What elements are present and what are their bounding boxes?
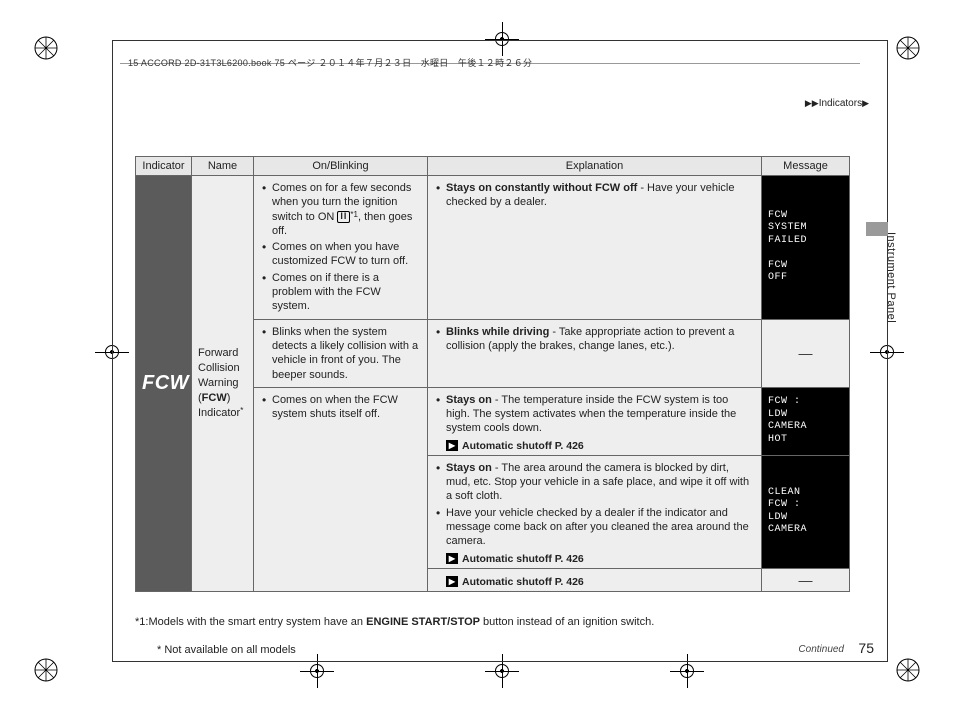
explanation-cell: Blinks while driving - Take appropriate … — [428, 319, 762, 387]
message-display-cell: — — [762, 319, 850, 387]
page-number: 75 — [858, 640, 874, 656]
continued-label: Continued — [798, 644, 844, 655]
registration-mark — [34, 36, 58, 60]
explanation-cell: Stays on - The temperature inside the FC… — [428, 387, 762, 455]
cross-reference: ▶Automatic shutoff P. 426 — [434, 576, 755, 588]
chevron-right-icon: ▶ — [862, 98, 869, 108]
indicator-name-cell: Forward Collision Warning (FCW) Indicato… — [192, 176, 254, 592]
list-item: Blinks when the system detects a likely … — [260, 325, 421, 382]
link-arrow-icon: ▶ — [446, 440, 458, 451]
link-arrow-icon: ▶ — [446, 576, 458, 587]
onblinking-cell: Comes on when the FCW system shuts itsel… — [254, 387, 428, 591]
message-display-cell: FCW SYSTEM FAILED FCW OFF — [762, 176, 850, 320]
footnote-2: * Not available on all models — [157, 644, 296, 656]
registration-mark — [34, 658, 58, 682]
chevron-right-icon: ▶▶ — [805, 98, 819, 108]
message-display-cell: CLEAN FCW : LDW CAMERA — [762, 455, 850, 568]
indicators-table: Indicator Name On/Blinking Explanation M… — [135, 156, 850, 592]
breadcrumb-item: Indicators — [819, 98, 862, 109]
col-header-onblinking: On/Blinking — [254, 157, 428, 176]
list-item: Comes on for a few seconds when you turn… — [260, 181, 421, 238]
onblinking-cell: Comes on for a few seconds when you turn… — [254, 176, 428, 320]
col-header-message: Message — [762, 157, 850, 176]
table-header-row: Indicator Name On/Blinking Explanation M… — [136, 157, 850, 176]
footnote-1: *1:Models with the smart entry system ha… — [135, 616, 654, 628]
cross-reference: ▶Automatic shutoff P. 426 — [434, 553, 755, 565]
book-file-header: 15 ACCORD 2D-31T3L6200.book 75 ページ ２０１４年… — [128, 56, 532, 69]
list-item: Comes on if there is a problem with the … — [260, 271, 421, 314]
list-item: Comes on when you have customized FCW to… — [260, 240, 421, 269]
fcw-indicator-icon: FCW — [142, 372, 185, 395]
onblinking-cell: Blinks when the system detects a likely … — [254, 319, 428, 387]
message-display-cell: — — [762, 568, 850, 591]
list-item: Blinks while driving - Take appropriate … — [434, 325, 755, 354]
col-header-name: Name — [192, 157, 254, 176]
list-item: Stays on - The temperature inside the FC… — [434, 393, 755, 436]
registration-mark — [896, 36, 920, 60]
col-header-indicator: Indicator — [136, 157, 192, 176]
explanation-cell: Stays on - The area around the camera is… — [428, 455, 762, 568]
ignition-position-ii-icon: II — [337, 211, 350, 223]
list-item: Comes on when the FCW system shuts itsel… — [260, 393, 421, 422]
registration-mark — [896, 658, 920, 682]
table-row: FCW Forward Collision Warning (FCW) Indi… — [136, 176, 850, 320]
list-item: Stays on - The area around the camera is… — [434, 461, 755, 504]
explanation-cell: Stays on constantly without FCW off - Ha… — [428, 176, 762, 320]
message-display-cell: FCW : LDW CAMERA HOT — [762, 387, 850, 455]
indicator-cell: FCW — [136, 176, 192, 592]
section-side-label: Instrument Panel — [885, 232, 897, 323]
col-header-explanation: Explanation — [428, 157, 762, 176]
cross-reference: ▶Automatic shutoff P. 426 — [434, 440, 755, 452]
breadcrumb: ▶▶Indicators▶ — [805, 98, 869, 109]
list-item: Stays on constantly without FCW off - Ha… — [434, 181, 755, 210]
list-item: Have your vehicle checked by a dealer if… — [434, 506, 755, 549]
link-arrow-icon: ▶ — [446, 553, 458, 564]
explanation-cell: ▶Automatic shutoff P. 426 — [428, 568, 762, 591]
